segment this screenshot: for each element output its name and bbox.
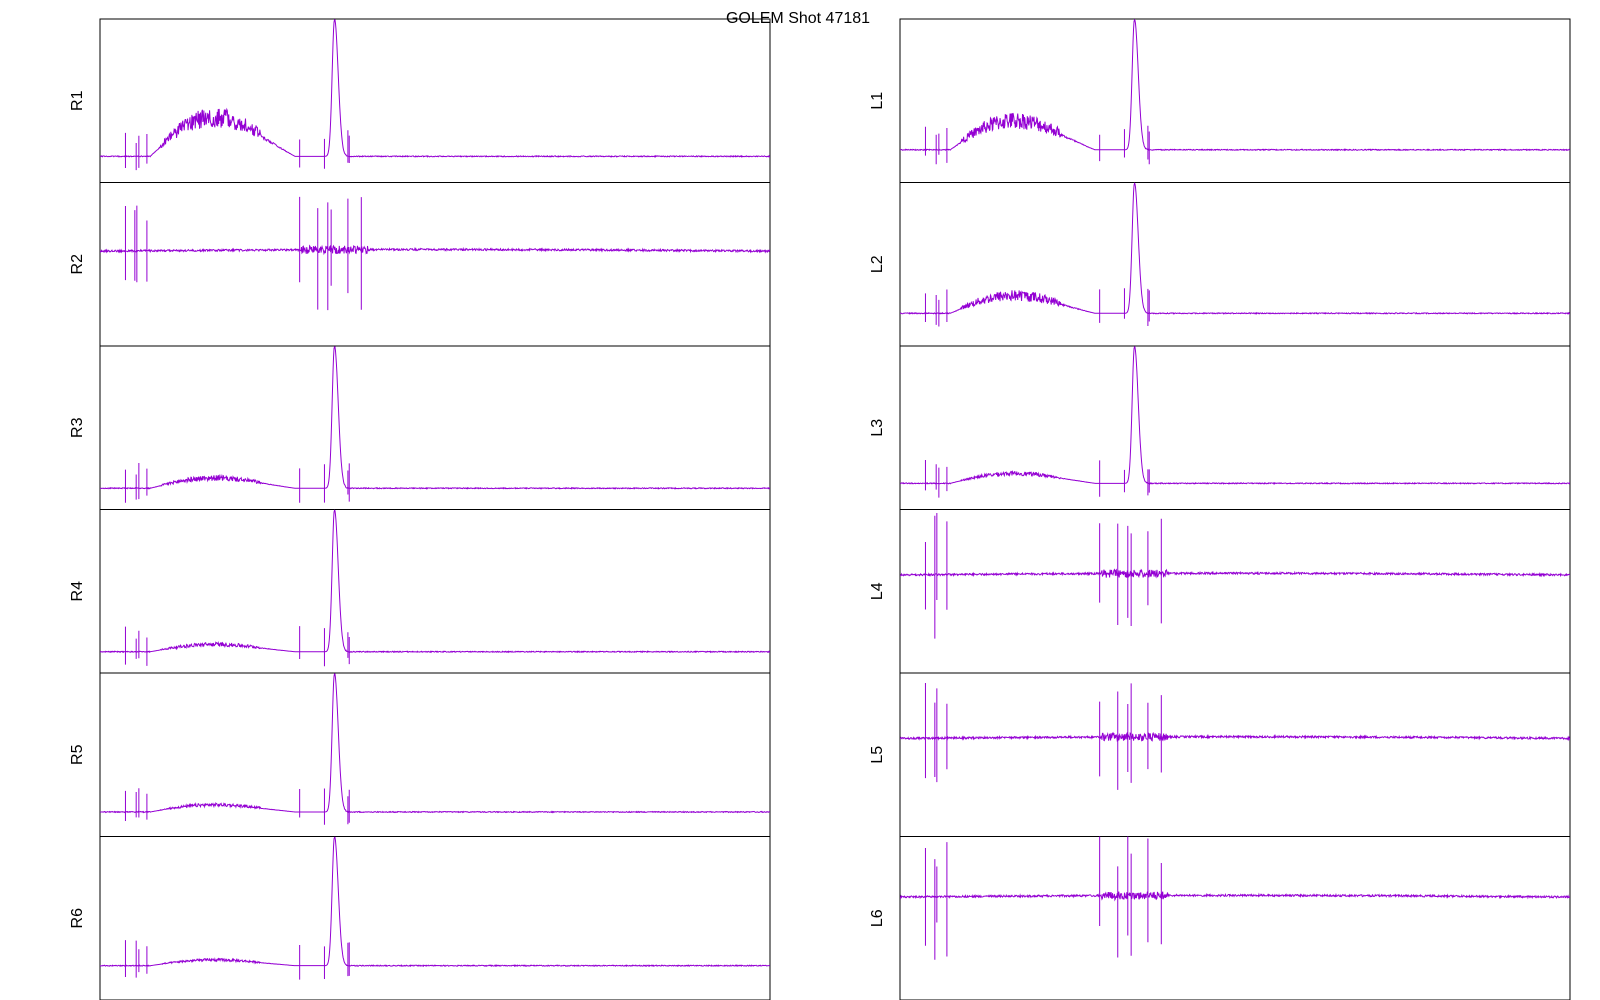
panel-column-left-coils: L1 L2 L3 L4 L5 L6 (869, 18, 1571, 1000)
series-line-l3 (900, 346, 1570, 498)
panel-l6: L6 (869, 836, 1571, 1000)
panel-ylabel: L4 (869, 582, 886, 600)
panel-ylabel: R2 (69, 254, 86, 275)
panel-ylabel: L2 (869, 255, 886, 273)
panel-l1: L1 (869, 18, 1571, 183)
panel-ylabel: R6 (69, 908, 86, 929)
series-line-r6 (100, 836, 770, 980)
panel-grid: R1 R2 R3 R4 R5 R6 L1 L2 L3 L4 L5 L6 (69, 18, 1571, 1000)
series-line-l2 (900, 182, 1570, 327)
panel-r6: R6 (69, 836, 771, 1000)
panel-ylabel: L3 (869, 419, 886, 437)
panel-frame (99, 836, 771, 1000)
panel-ylabel: R3 (69, 417, 86, 438)
series-line-l4 (900, 512, 1570, 639)
panel-ylabel: L5 (869, 746, 886, 764)
series-line-r3 (100, 346, 770, 503)
panel-frame (899, 836, 1571, 1000)
panel-ylabel: R1 (69, 90, 86, 111)
chart-title: GOLEM Shot 47181 (726, 10, 870, 27)
series-line-r1 (100, 19, 770, 171)
panel-ylabel: L1 (869, 92, 886, 110)
panel-ylabel: L6 (869, 909, 886, 927)
panel-ylabel: R4 (69, 581, 86, 602)
series-line-l6 (900, 836, 1570, 960)
series-line-r5 (100, 673, 770, 825)
panel-ylabel: R5 (69, 744, 86, 765)
series-line-r2 (100, 196, 770, 311)
series-line-l1 (900, 19, 1570, 165)
series-line-l5 (900, 682, 1570, 790)
series-line-r4 (100, 509, 770, 667)
panel-column-right-coils: R1 R2 R3 R4 R5 R6 (69, 18, 771, 1000)
